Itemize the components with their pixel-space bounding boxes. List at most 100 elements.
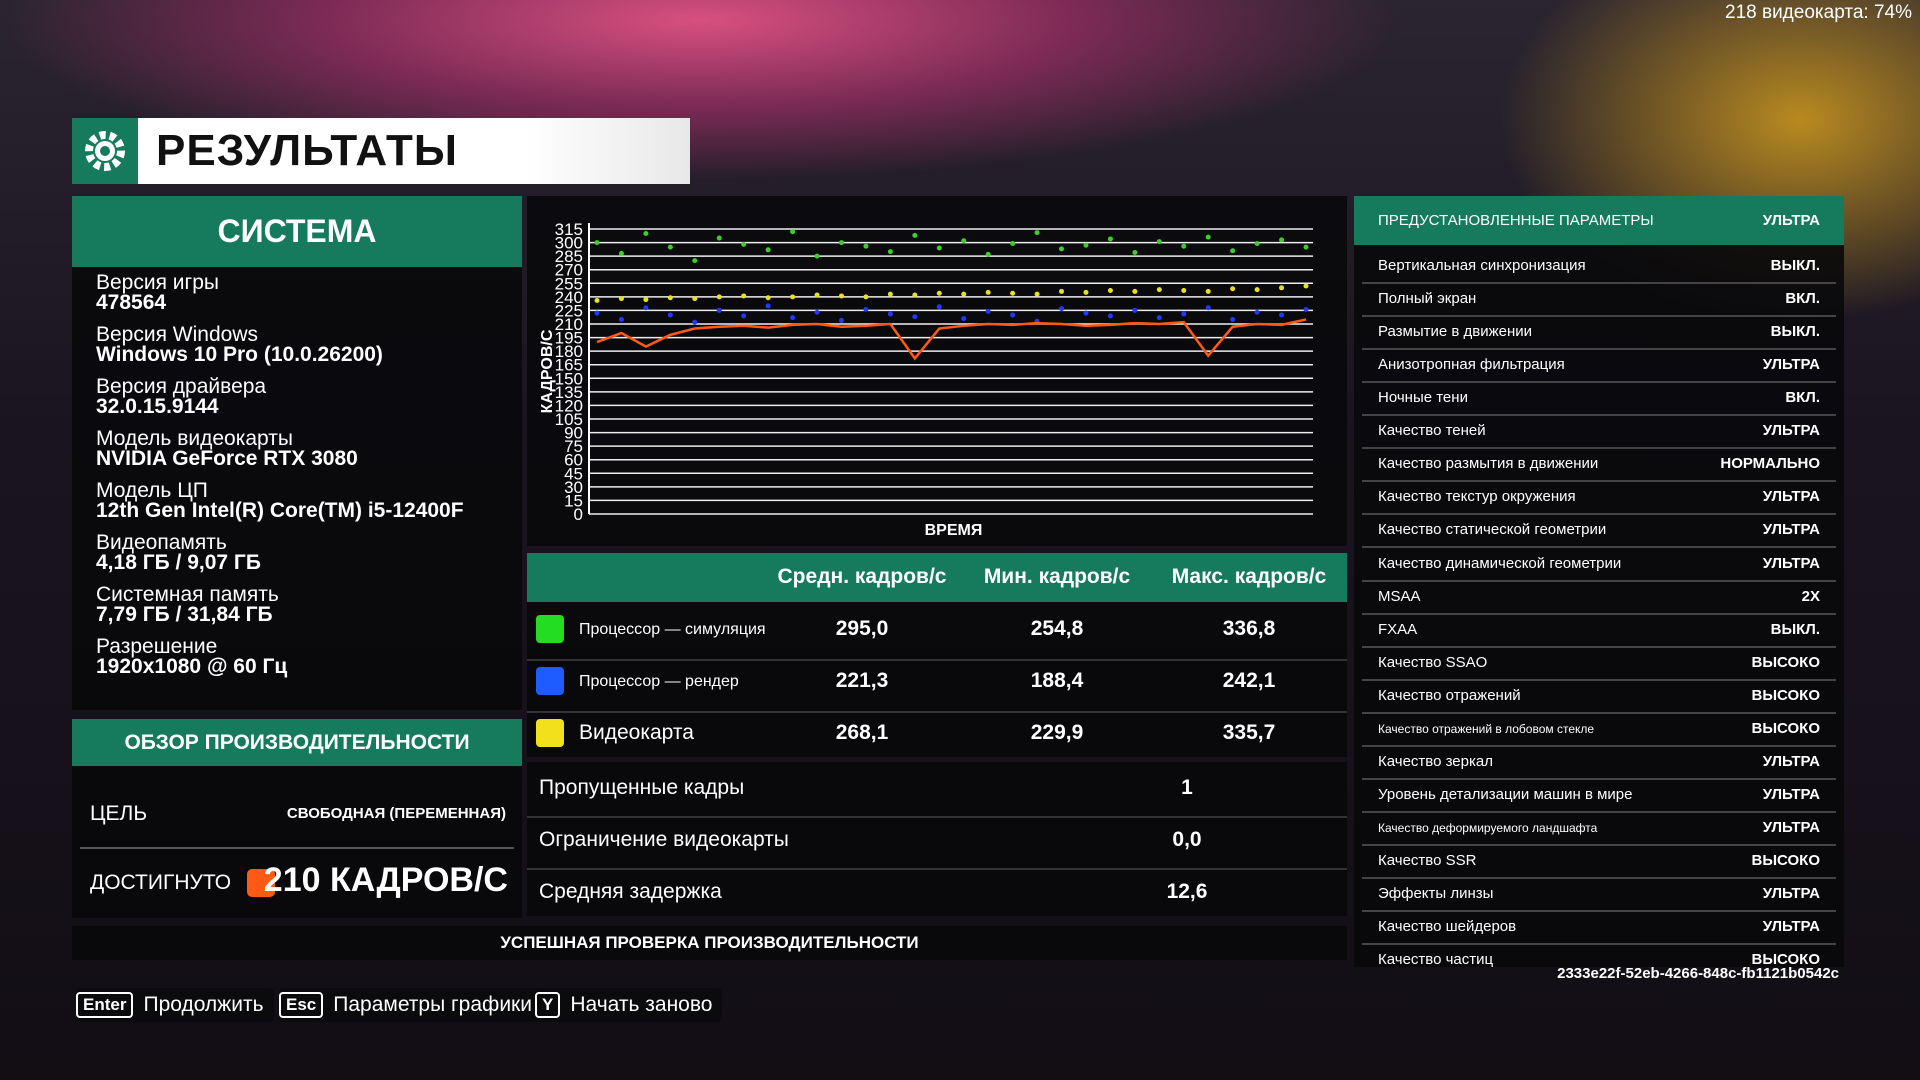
preset-label: Качество динамической геометрии <box>1378 554 1622 572</box>
target-label: ЦЕЛЬ <box>90 802 148 825</box>
y-tick-label: 225 <box>555 301 583 320</box>
series-point <box>1010 312 1016 318</box>
preset-label: Качество шейдеров <box>1378 918 1517 936</box>
series-point <box>692 258 698 264</box>
stats-header-cell: Макс. кадров/с <box>1171 565 1327 588</box>
series-swatch <box>536 719 564 747</box>
y-tick-label: 0 <box>574 505 583 524</box>
status-bar: УСПЕШНАЯ ПРОВЕРКА ПРОИЗВОДИТЕЛЬНОСТИ <box>72 926 1347 960</box>
stats-name: Процессор — симуляция <box>579 621 766 638</box>
y-tick-label: 150 <box>555 369 583 388</box>
row-divider <box>1362 678 1836 681</box>
stats-value: 335,7 <box>1222 721 1276 744</box>
preset-label: Качество отражений <box>1378 686 1521 704</box>
series-point <box>643 305 649 311</box>
series-point <box>1010 240 1016 246</box>
series-point <box>1303 244 1309 250</box>
preset-label: Эффекты линзы <box>1378 885 1494 903</box>
series-point <box>1083 289 1089 295</box>
series-point <box>1083 242 1089 248</box>
series-point <box>887 291 893 297</box>
chart-panel: 0 15 30 45 60 75 90 105 120 135 150 165 180 195 210 225… <box>527 196 1347 546</box>
series-point <box>1059 246 1065 252</box>
preset-value: ВЫСОКО <box>1751 653 1820 671</box>
stats-panel: Средн. кадров/с Мин. кадров/с Макс. кадров… <box>527 553 1347 757</box>
series-point <box>1083 310 1089 316</box>
row-divider <box>1362 381 1836 384</box>
series-point <box>1059 288 1065 294</box>
series-point <box>887 311 893 317</box>
series-swatch <box>536 615 564 643</box>
preset-value: ВЫКЛ. <box>1770 323 1820 341</box>
preset-value: УЛЬТРА <box>1762 422 1820 440</box>
preset-label: Вертикальная синхронизация <box>1378 257 1586 274</box>
row-divider <box>1362 645 1836 648</box>
preset-label: Качество отражений в лобовом стекле <box>1378 721 1595 736</box>
fps-counter: 218 видеокарта: 74% <box>1725 2 1912 23</box>
y-tick-label: 45 <box>564 464 583 483</box>
series-swatch <box>536 667 564 695</box>
button[interactable]: Y Начать заново <box>535 988 723 1022</box>
system-label: Модель видеокарты <box>96 427 293 450</box>
series-point <box>1230 286 1236 292</box>
button[interactable]: Enter Продолжить <box>76 988 274 1022</box>
row-divider <box>1362 910 1836 913</box>
extra-value: 12,6 <box>1166 880 1208 903</box>
preset-value: ВЫКЛ. <box>1770 257 1820 274</box>
series-point <box>1132 250 1138 256</box>
stats-value: 188,4 <box>1030 669 1084 692</box>
preset-label: Качество SSAO <box>1378 653 1488 671</box>
stats-value: 268,1 <box>835 721 889 744</box>
y-tick-label: 300 <box>555 234 583 253</box>
presets-header: ПРЕДУСТАНОВЛЕННЫЕ ПАРАМЕТРЫ УЛЬТРА <box>1354 196 1844 245</box>
x-axis-label: ВРЕМЯ <box>925 522 983 539</box>
series-point <box>643 297 649 303</box>
preset-value: УЛЬТРА <box>1762 918 1820 936</box>
system-label: Версия драйвера <box>96 375 267 398</box>
series-point <box>667 295 673 301</box>
system-value: 12th Gen Intel(R) Core(TM) i5-12400F <box>96 499 464 522</box>
y-tick-label: 255 <box>555 274 583 293</box>
row-divider <box>1362 744 1836 747</box>
button-label: Продолжить <box>143 993 264 1016</box>
series-point <box>716 235 722 241</box>
row-divider <box>1362 315 1836 318</box>
preset-label: Качество теней <box>1378 422 1486 440</box>
stats-value: 242,1 <box>1222 669 1276 692</box>
series-point <box>912 292 918 298</box>
preset-value: НОРМАЛЬНО <box>1720 455 1820 473</box>
series-point <box>618 296 624 302</box>
series-point <box>618 316 624 322</box>
row-divider <box>1362 480 1836 483</box>
series-point <box>1205 288 1211 294</box>
preset-label: Качество зеркал <box>1378 752 1493 770</box>
overview-panel: ОБЗОР ПРОИЗВОДИТЕЛЬНОСТИ ЦЕЛЬ СВОБОДНАЯ … <box>72 719 522 918</box>
system-value: Windows 10 Pro (10.0.26200) <box>96 343 383 366</box>
series-point <box>863 294 869 300</box>
y-tick-label: 195 <box>555 329 583 348</box>
y-tick-label: 315 <box>555 220 583 239</box>
preset-value: УЛЬТРА <box>1762 521 1820 539</box>
series-point <box>741 313 747 319</box>
preset-value: УЛЬТРА <box>1762 752 1820 770</box>
button[interactable]: Esc Параметры графики <box>279 988 542 1022</box>
series-point <box>887 249 893 255</box>
series-point <box>936 245 942 251</box>
system-label: Видеопамять <box>96 531 227 554</box>
series-point <box>814 292 820 298</box>
row-divider <box>527 659 1347 661</box>
achieved-value: 210 КАДРОВ/С <box>263 861 508 899</box>
series-point <box>1303 283 1309 289</box>
page-title: РЕЗУЛЬТАТЫ ПРОВЕРКИ <box>138 118 690 241</box>
series-point <box>863 243 869 249</box>
series-point <box>1034 291 1040 297</box>
series-point <box>838 240 844 246</box>
settings-icon <box>72 118 138 184</box>
series-point <box>1059 306 1065 312</box>
series-point <box>961 238 967 244</box>
series-point <box>692 319 698 325</box>
extra-label: Ограничение видеокарты <box>539 828 789 851</box>
button-label: Параметры графики <box>333 993 532 1016</box>
row-divider <box>1362 579 1836 582</box>
